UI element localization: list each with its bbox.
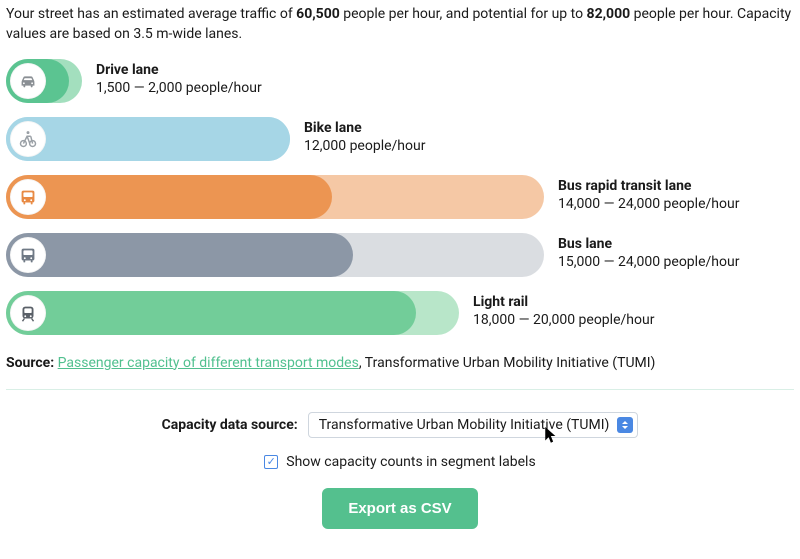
bar-capacity: 12,000 people/hour <box>304 137 425 156</box>
intro-prefix: Your street has an estimated average tra… <box>6 6 296 22</box>
bar-label: Bus rapid transit lane14,000 — 24,000 pe… <box>558 177 739 215</box>
bar-row-brt: Bus rapid transit lane14,000 — 24,000 pe… <box>6 175 794 219</box>
intro-mid1: people per hour, and potential for up to <box>340 6 587 22</box>
bar-row-bus: Bus lane15,000 — 24,000 people/hour <box>6 233 794 277</box>
bar-capacity: 18,000 — 20,000 people/hour <box>473 311 654 330</box>
rail-icon <box>10 295 46 331</box>
bar-row-bike: Bike lane12,000 people/hour <box>6 117 794 161</box>
bar-title: Bus lane <box>558 235 739 254</box>
bar-fill <box>6 175 332 219</box>
checkbox-row: ✓ Show capacity counts in segment labels <box>6 454 794 470</box>
bar-title: Drive lane <box>96 61 262 80</box>
intro-max: 82,000 <box>587 6 631 22</box>
bus-icon <box>10 179 46 215</box>
datasource-row: Capacity data source: Transformative Urb… <box>6 412 794 438</box>
bar-title: Bike lane <box>304 119 425 138</box>
bar-fill <box>6 233 353 277</box>
datasource-label: Capacity data source: <box>162 417 298 433</box>
bar-label: Bike lane12,000 people/hour <box>304 119 425 157</box>
bike-icon <box>10 121 46 157</box>
bar-label: Drive lane1,500 — 2,000 people/hour <box>96 61 262 99</box>
bar-capacity: 1,500 — 2,000 people/hour <box>96 79 262 98</box>
source-line: Source: Passenger capacity of different … <box>6 355 794 371</box>
bar-label: Light rail18,000 — 20,000 people/hour <box>473 293 654 331</box>
source-label: Source: <box>6 355 54 371</box>
bus-icon <box>10 237 46 273</box>
bar-fill <box>6 291 416 335</box>
divider <box>6 389 794 390</box>
bar-label: Bus lane15,000 — 24,000 people/hour <box>558 235 739 273</box>
export-csv-button[interactable]: Export as CSV <box>322 488 477 529</box>
bar-capacity: 15,000 — 24,000 people/hour <box>558 253 739 272</box>
datasource-select[interactable]: Transformative Urban Mobility Initiative… <box>308 412 639 438</box>
intro-avg: 60,500 <box>296 6 340 22</box>
show-counts-checkbox[interactable]: ✓ <box>264 455 278 469</box>
capacity-bars: Drive lane1,500 — 2,000 people/hour Bike … <box>6 59 794 335</box>
car-icon <box>10 63 46 99</box>
controls: Capacity data source: Transformative Urb… <box>6 412 794 529</box>
intro-text: Your street has an estimated average tra… <box>6 4 794 45</box>
bar-title: Bus rapid transit lane <box>558 177 739 196</box>
bar-fill <box>6 117 290 161</box>
chevron-updown-icon <box>617 417 633 433</box>
datasource-value: Transformative Urban Mobility Initiative… <box>319 417 610 433</box>
bar-row-drive: Drive lane1,500 — 2,000 people/hour <box>6 59 794 103</box>
bar-capacity: 14,000 — 24,000 people/hour <box>558 195 739 214</box>
source-link[interactable]: Passenger capacity of different transpor… <box>58 355 359 371</box>
checkbox-label: Show capacity counts in segment labels <box>286 454 535 470</box>
bar-title: Light rail <box>473 293 654 312</box>
source-suffix: , Transformative Urban Mobility Initiati… <box>359 355 656 371</box>
bar-row-lightrail: Light rail18,000 — 20,000 people/hour <box>6 291 794 335</box>
